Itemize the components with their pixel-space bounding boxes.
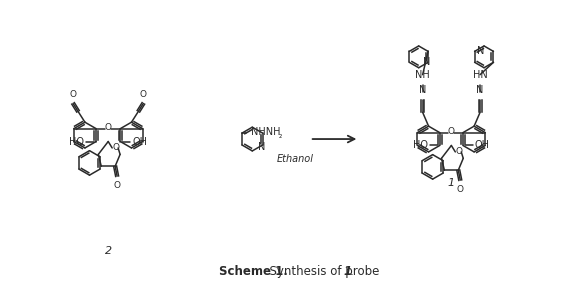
Text: HO: HO: [413, 140, 428, 150]
Text: HO: HO: [69, 137, 84, 147]
Text: O: O: [113, 144, 119, 152]
Text: N: N: [477, 86, 484, 96]
Text: OH: OH: [475, 140, 490, 150]
Text: O: O: [70, 90, 76, 99]
Text: N: N: [423, 57, 431, 67]
Text: O: O: [114, 181, 121, 190]
Text: OH: OH: [132, 137, 147, 147]
Text: O: O: [457, 185, 464, 194]
Text: Scheme 1.: Scheme 1.: [218, 265, 288, 278]
Text: .: .: [349, 265, 353, 278]
Text: 1: 1: [448, 178, 455, 188]
Text: HN: HN: [473, 70, 487, 79]
Text: O: O: [448, 127, 455, 136]
Text: O: O: [456, 148, 463, 156]
Text: N: N: [477, 46, 484, 57]
Text: NH: NH: [415, 70, 430, 79]
Text: Ethanol: Ethanol: [276, 154, 314, 164]
Text: O: O: [140, 90, 147, 99]
Text: N: N: [419, 86, 426, 96]
Text: N: N: [258, 142, 265, 152]
Text: O: O: [105, 123, 112, 132]
Text: NHNH: NHNH: [251, 127, 281, 137]
Text: Synthesis of probe: Synthesis of probe: [262, 265, 383, 278]
Text: ₂: ₂: [279, 131, 282, 139]
Text: 2: 2: [105, 246, 112, 256]
Text: 1: 1: [344, 265, 351, 278]
